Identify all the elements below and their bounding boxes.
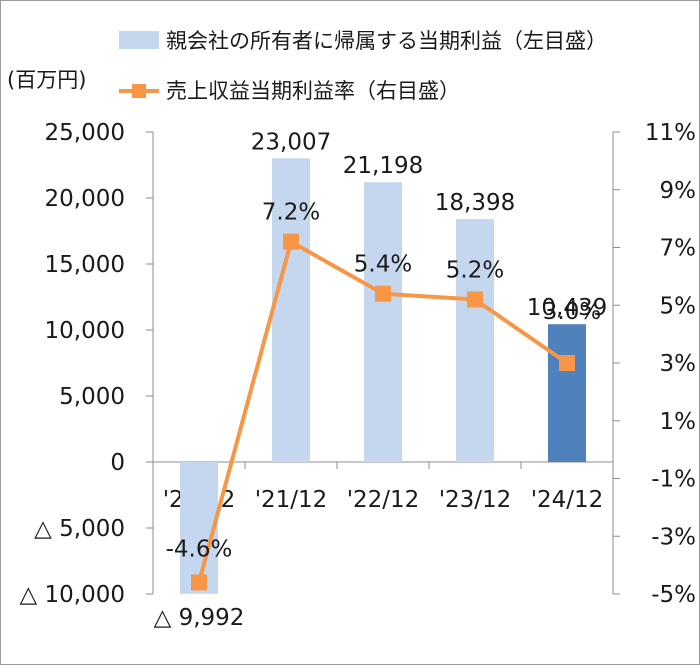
right-axis-tick-label: -3% [651,524,696,550]
bar [364,182,402,462]
ratio-marker [559,355,575,371]
left-axis-tick-label: △ 10,000 [20,582,125,608]
ratio-data-label: -4.6% [166,536,233,562]
right-axis-tick-label: 9% [660,178,697,204]
right-axis-tick-label: 5% [660,293,697,319]
ratio-marker [191,574,207,591]
bar-data-label: 23,007 [251,129,331,155]
bar-data-label: 10,439 [527,295,607,321]
bar [272,158,310,462]
category-tick-label: '23/12 [439,487,512,513]
left-axis-tick-label: 10,000 [45,318,125,344]
bar [548,324,586,462]
ratio-marker [467,291,483,308]
axes: 25,000 20,000 15,000 10,000 5,000 0 △ 5,000 △ 1… [20,120,696,608]
right-axis-tick-label: -5% [651,582,696,608]
legend-label-bar: 親会社の所有者に帰属する当期利益（左目盛） [166,29,607,53]
bar-data-label: 21,198 [343,153,423,179]
left-axis-tick-label: 0 [110,450,125,476]
left-axis-tick-label: △ 5,000 [34,516,125,542]
left-axis-tick-label: 20,000 [45,186,125,212]
legend-swatch-marker [132,84,146,98]
left-axis-tick-label: 15,000 [45,252,125,278]
right-axis-tick-label: 7% [660,236,697,262]
ratio-data-label: 7.2% [262,200,320,226]
left-axis-unit-label: (百万円) [7,68,86,92]
bar-data-label: △ 9,992 [154,605,245,631]
data-labels: △ 9,992 23,007 21,198 18,398 10,439 -4.6% 7.2%… [154,129,608,631]
right-axis-tick-label: -1% [651,467,696,493]
ratio-data-label: 3.0% [543,299,601,325]
bar-data-label: 18,398 [435,190,515,216]
right-axis-tick-label: 1% [660,409,697,435]
category-tick-label: '24/12 [531,487,604,513]
legend-swatch-bar [119,31,159,49]
ratio-data-label: 5.4% [354,252,412,278]
left-axis-tick-label: 25,000 [45,120,125,146]
ratio-line [191,233,575,591]
bars [180,158,586,594]
left-axis-tick-label: 5,000 [59,384,125,410]
category-tick-label: '22/12 [347,487,420,513]
right-axis-tick-label: 11% [645,120,696,146]
category-tick-label: '21/12 [255,487,328,513]
legend-label-line: 売上収益当期利益率（右目盛） [166,79,460,103]
ratio-marker [283,233,299,250]
legend: 親会社の所有者に帰属する当期利益（左目盛） 売上収益当期利益率（右目盛） [119,29,607,103]
right-axis-tick-label: 3% [660,351,697,377]
ratio-data-label: 5.2% [446,257,504,283]
bar [456,219,494,462]
ratio-marker [375,285,391,302]
